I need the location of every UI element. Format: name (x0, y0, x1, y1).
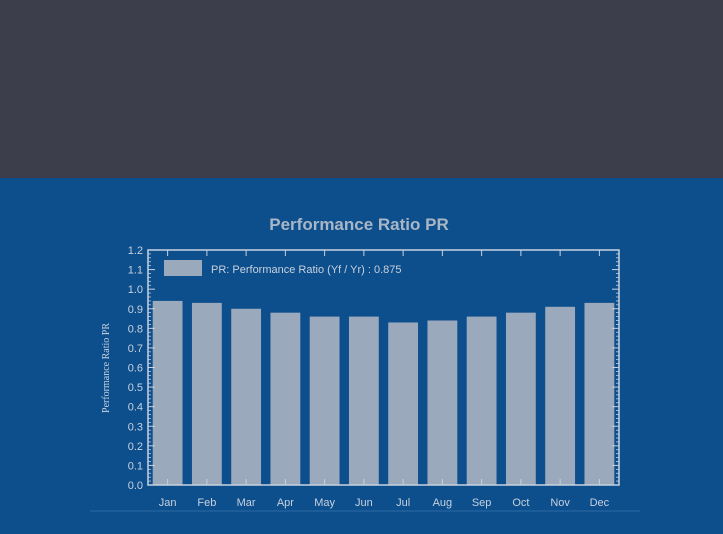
x-tick-label: Dec (590, 497, 610, 509)
y-tick-label: 0.6 (128, 363, 143, 375)
bar-feb (191, 302, 222, 485)
y-tick-label: 1.0 (128, 284, 143, 296)
y-tick-label: 0.5 (128, 382, 143, 394)
x-tick-label: Oct (512, 497, 529, 509)
bar-oct (505, 312, 536, 485)
chart-panel: Performance Ratio PR Performance Ratio P… (0, 178, 723, 534)
top-band (0, 0, 723, 178)
y-axis-label: Performance Ratio PR (101, 323, 112, 413)
legend-label: PR: Performance Ratio (Yf / Yr) : 0.875 (211, 264, 402, 276)
performance-ratio-chart: Performance Ratio PR Performance Ratio P… (90, 215, 640, 512)
y-tick-label: 0.7 (128, 343, 143, 355)
bars-layer (152, 300, 615, 485)
x-tick-label: Sep (472, 497, 492, 509)
chart-title: Performance Ratio PR (269, 215, 449, 234)
axis-layer: Jan Feb Mar Apr May Jun Jul Aug Sep Oct Nov Dec 0.0 0… (128, 245, 620, 509)
x-tick-label: Feb (197, 497, 216, 509)
x-tick-label: Apr (277, 497, 294, 509)
y-tick-label: 0.9 (128, 304, 143, 316)
bar-aug (427, 320, 458, 485)
x-tick-label: Mar (237, 497, 256, 509)
x-tick-label: Aug (433, 497, 453, 509)
bar-jul (388, 322, 419, 485)
legend-swatch (164, 260, 202, 276)
bar-dec (584, 302, 615, 485)
bar-sep (466, 316, 497, 485)
bar-mar (231, 308, 262, 485)
bar-may (309, 316, 340, 485)
x-tick-label: Jan (159, 497, 177, 509)
x-tick-label: Jun (355, 497, 373, 509)
bar-nov (545, 306, 576, 485)
x-tick-label: Nov (550, 497, 570, 509)
y-tick-label: 1.2 (128, 245, 143, 257)
y-tick-label: 0.8 (128, 323, 143, 335)
bar-apr (270, 312, 301, 485)
y-tick-label: 0.1 (128, 460, 143, 472)
y-tick-label: 1.1 (128, 265, 143, 277)
bar-jun (348, 316, 379, 485)
legend: PR: Performance Ratio (Yf / Yr) : 0.875 (164, 260, 402, 276)
y-tick-label: 0.3 (128, 421, 143, 433)
x-tick-label: May (314, 497, 335, 509)
x-tick-label: Jul (396, 497, 410, 509)
y-tick-label: 0.0 (128, 480, 143, 492)
bar-jan (152, 300, 183, 485)
y-tick-label: 0.4 (128, 402, 143, 414)
y-tick-label: 0.2 (128, 441, 143, 453)
